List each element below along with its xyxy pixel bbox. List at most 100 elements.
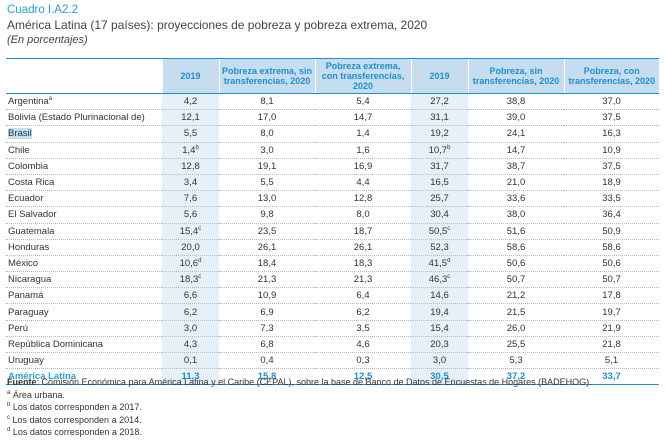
poverty-table: 2019 Pobreza extrema, sin transferencias… <box>6 58 659 386</box>
value-cell: 37,5 <box>564 109 659 127</box>
table-row: Paraguay 6,2 6,9 6,2 19,4 21,5 19,7 <box>6 303 659 321</box>
value-cell: 37,5 <box>564 158 659 175</box>
value-cell: 8,1 <box>219 93 315 111</box>
value-cell: 12,1 <box>162 109 219 127</box>
value-cell: 8,0 <box>315 206 411 224</box>
value-cell: 6,8 <box>219 336 315 354</box>
table-row: Brasil 5,5 8,0 1,4 19,2 24,1 16,3 <box>6 125 659 143</box>
value-cell: 21,9 <box>564 320 659 337</box>
value-cell: 1,4 <box>315 125 411 143</box>
table-row: Ecuador 7,6 13,0 12,8 25,7 33,6 33,5 <box>6 190 659 208</box>
value-cell: 20,3 <box>411 336 468 354</box>
value-cell: 50,7 <box>564 271 659 289</box>
table-row: Colombia 12,8 19,1 16,9 31,7 38,7 37,5 <box>6 158 659 175</box>
country-cell: Colombia <box>6 158 162 175</box>
value-cell: 37,0 <box>564 93 659 111</box>
value-cell: 3,4 <box>162 174 219 192</box>
table-row: República Dominicana 4,3 6,8 4,6 20,3 25,5 21,… <box>6 336 659 354</box>
value-cell: 23,5 <box>219 223 315 240</box>
table-header-row: 2019 Pobreza extrema, sin transferencias… <box>6 58 659 94</box>
value-cell: 3,0 <box>219 142 315 159</box>
value-cell: 7,3 <box>219 320 315 337</box>
value-cell: 21,3 <box>219 271 315 289</box>
header-extreme-with: Pobreza extrema, con transferencias, 202… <box>314 58 411 94</box>
country-cell: Argentinaa <box>6 93 162 111</box>
value-cell: 20,0 <box>162 239 219 256</box>
value-cell: 16,3 <box>564 125 659 143</box>
value-cell: 19,2 <box>411 125 468 143</box>
value-cell: 18,3 <box>315 255 411 273</box>
value-cell: 6,6 <box>162 287 219 305</box>
value-cell: 15,4 <box>411 320 468 337</box>
header-poverty-with: Pobreza, con transferencias, 2020 <box>563 58 659 94</box>
value-cell: 16,5 <box>411 174 468 192</box>
value-cell: 4,4 <box>315 174 411 192</box>
value-cell: 4,2 <box>162 93 219 111</box>
value-cell: 19,7 <box>564 303 659 321</box>
footnote-item: a Área urbana. <box>7 389 592 402</box>
table-row: Chile 1,4b 3,0 1,6 10,7b 14,7 10,9 <box>6 142 659 159</box>
value-cell: 17,8 <box>564 287 659 305</box>
table-row: Uruguay 0,1 0,4 0,3 3,0 5,3 5,1 <box>6 352 659 370</box>
footnote-mark: c <box>198 274 202 281</box>
table-row: Honduras 20,0 26,1 26,1 52,3 58,6 58,6 <box>6 239 659 256</box>
value-cell: 3,5 <box>315 320 411 337</box>
footnote-mark: d <box>447 257 451 264</box>
value-cell: 7,6 <box>162 190 219 208</box>
table-row: Panamá 6,6 10,9 6,4 14,6 21,2 17,8 <box>6 287 659 305</box>
header-country <box>6 58 162 94</box>
country-cell: Nicaragua <box>6 271 162 289</box>
value-cell: 0,3 <box>315 352 411 370</box>
value-cell: 50,6 <box>564 255 659 273</box>
value-cell: 38,7 <box>468 158 564 175</box>
value-cell: 19,1 <box>219 158 315 175</box>
footnote-mark: a <box>7 389 11 396</box>
value-cell: 10,9 <box>219 287 315 305</box>
value-cell: 6,2 <box>162 303 219 321</box>
value-cell: 38,8 <box>468 93 564 111</box>
value-cell: 50,7 <box>468 271 564 289</box>
country-cell: Panamá <box>6 287 162 305</box>
value-cell: 25,7 <box>411 190 468 208</box>
country-cell: Paraguay <box>6 303 162 321</box>
footnote-mark: b <box>7 402 11 408</box>
value-cell: 18,9 <box>564 174 659 192</box>
value-cell: 4,3 <box>162 336 219 354</box>
value-cell: 1,6 <box>315 142 411 159</box>
value-cell: 31,1 <box>411 109 468 127</box>
table-row: México 10,6d 18,4 18,3 41,5d 50,6 50,6 <box>6 255 659 273</box>
value-cell: 58,6 <box>564 239 659 256</box>
value-cell: 18,4 <box>219 255 315 273</box>
value-cell: 5,3 <box>468 352 564 370</box>
value-cell: 19,4 <box>411 303 468 321</box>
value-cell: 1,4b <box>162 142 219 159</box>
value-cell: 5,6 <box>162 206 219 224</box>
total-row: América Latina 11,3 15,8 12,5 30,5 37,2 33,7 <box>6 368 659 386</box>
value-cell: 15,8 <box>219 368 315 386</box>
value-cell: 33,6 <box>468 190 564 208</box>
value-cell: 5,5 <box>162 125 219 143</box>
value-cell: 9,8 <box>219 206 315 224</box>
table-row: Costa Rica 3,4 5,5 4,4 16,5 21,0 18,9 <box>6 174 659 192</box>
value-cell: 21,2 <box>468 287 564 305</box>
value-cell: 10,9 <box>564 142 659 159</box>
table-number: Cuadro I.A2.2 <box>7 4 78 16</box>
value-cell: 51,6 <box>468 223 564 240</box>
value-cell: 27,2 <box>411 93 468 111</box>
value-cell: 5,1 <box>564 352 659 370</box>
country-cell: Guatemala <box>6 223 162 240</box>
table-row: Perú 3,0 7,3 3,5 15,4 26,0 21,9 <box>6 320 659 337</box>
footnote-text: Los datos corresponden a 2017. <box>10 402 142 412</box>
country-cell: América Latina <box>6 368 162 386</box>
header-extreme-without: Pobreza extrema, sin transferencias, 202… <box>218 58 315 94</box>
value-cell: 4,6 <box>315 336 411 354</box>
footnote-mark: c <box>447 225 451 232</box>
footnote-item: d Los datos corresponden a 2018. <box>7 426 592 439</box>
table-title: América Latina (17 países): proyecciones… <box>7 18 428 32</box>
value-cell: 39,0 <box>468 109 564 127</box>
value-cell: 50,6 <box>468 255 564 273</box>
country-cell: México <box>6 255 162 273</box>
value-cell: 16,9 <box>315 158 411 175</box>
header-poverty-without: Pobreza, sin transferencias, 2020 <box>467 58 564 94</box>
table-row: El Salvador 5,6 9,8 8,0 30,4 38,0 36,4 <box>6 206 659 224</box>
